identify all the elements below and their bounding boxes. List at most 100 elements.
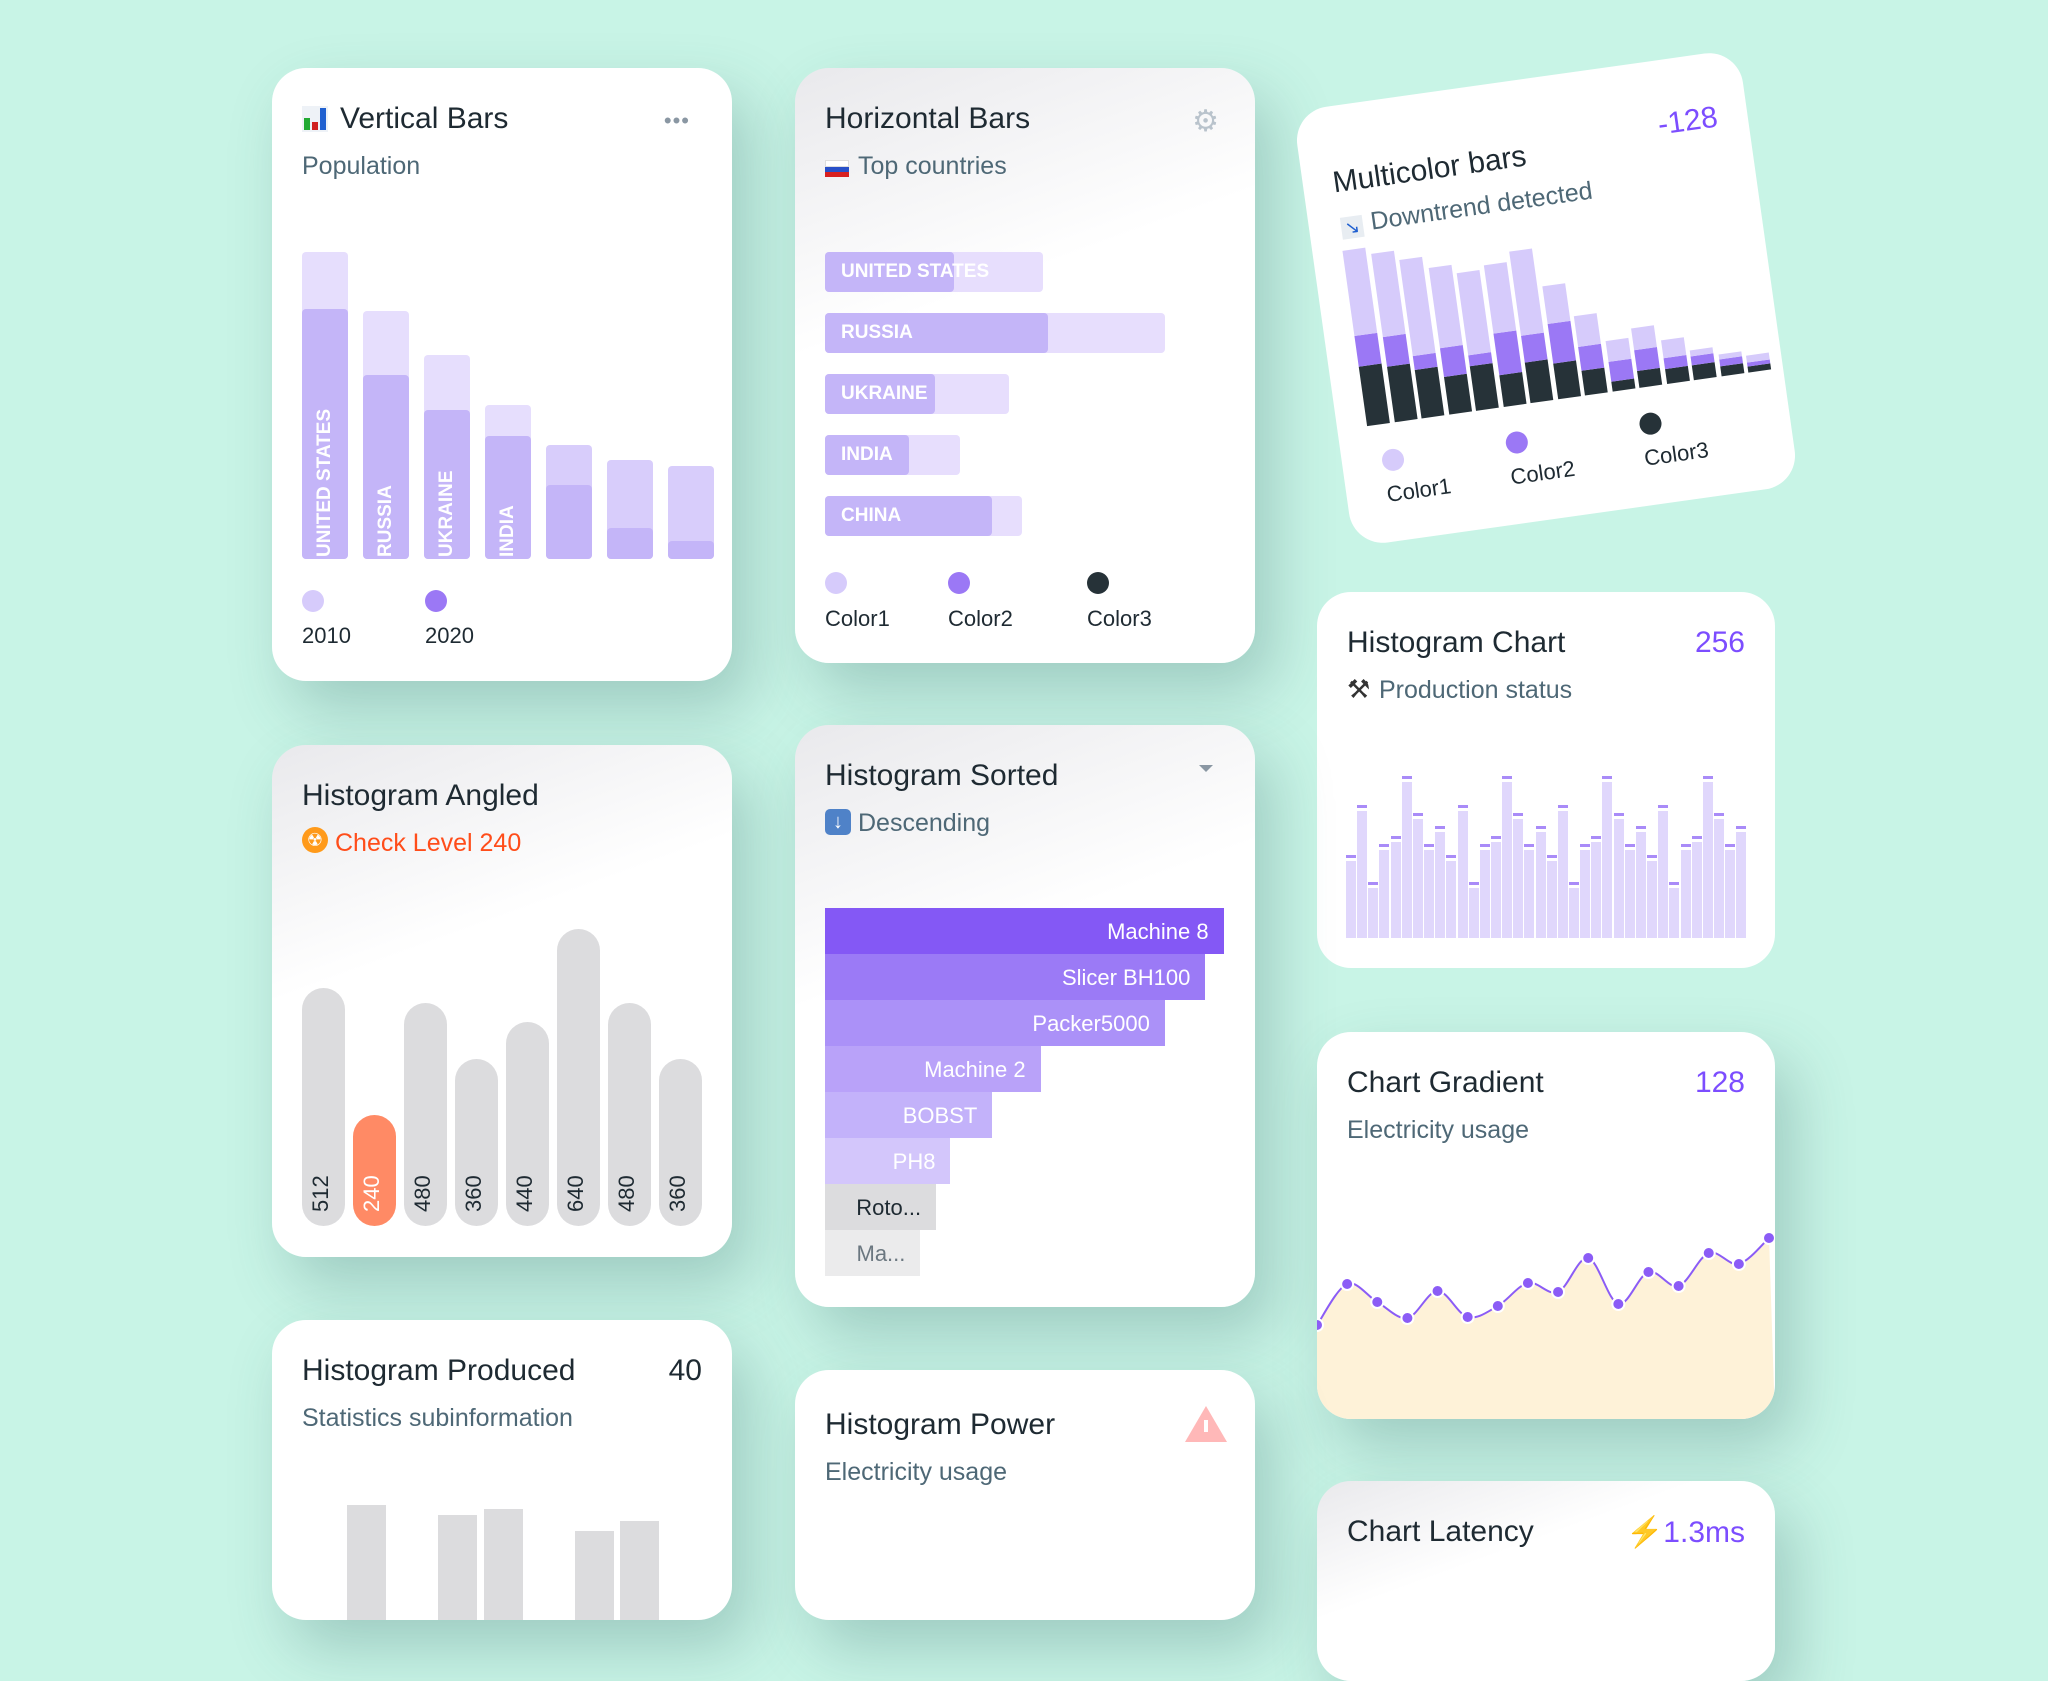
histogram-marker [1602,776,1613,779]
histogram-marker [1524,844,1535,847]
histogram-marker [1479,844,1490,847]
legend-dot [302,590,324,612]
sorted-bar: Roto... [825,1184,937,1230]
bar-label: UKRAINE [436,470,457,557]
russia-flag-icon [825,160,849,177]
radioactive-icon: ☢ [302,827,328,853]
histogram-marker [1613,813,1624,816]
stack-segment-color2 [1608,358,1634,382]
histogram-bar [1691,842,1702,938]
legend-label: Color2 [948,606,1013,631]
stack-segment-color3 [1581,367,1608,396]
card-histogram-power: Histogram Power Electricity usage [795,1370,1255,1620]
data-point [1581,1251,1596,1265]
chart-gradient-plot [1317,1231,1775,1419]
card-histogram-produced: Histogram Produced 40 Statistics subinfo… [272,1320,732,1620]
card-histogram-angled: Histogram Angled ☢ Check Level 240 512 24… [272,745,732,1257]
legend-dot [1638,411,1663,437]
sorted-bar-label: Slicer BH100 [1061,965,1191,990]
stack-segment-color2 [1634,347,1660,371]
sorted-bar-label: Packer5000 [1032,1011,1150,1036]
histogram-marker [1658,805,1669,808]
card-subtitle: Check Level 240 [335,829,522,857]
more-horizontal-icon[interactable]: ••• [663,108,690,133]
sorted-bar: BOBST [825,1092,993,1138]
data-point [1611,1297,1626,1311]
pill-label: 480 [410,1175,435,1212]
bar-foreground [825,435,909,475]
histogram-bar [1357,811,1368,938]
histogram-marker [1535,826,1546,829]
histogram-marker [1725,844,1736,847]
histogram-bar [1346,861,1356,938]
legend-dot [1380,447,1406,473]
histogram-sorted-plot: Machine 8 Slicer BH100 Packer5000 Machine 2… [795,725,1255,1307]
legend-label: Color3 [1642,436,1711,471]
bar-2020 [607,527,653,559]
bar-label: RUSSIA [841,322,913,343]
histogram-bar [1591,842,1602,938]
bar-label: UNITED STATES [841,261,990,282]
histogram-marker [1647,855,1658,858]
card-subtitle: Population [302,152,421,180]
histogram-bar [347,1504,386,1620]
legend-dot [948,572,970,594]
series-line [1317,1237,1770,1326]
card-value: 1.3ms [1663,1516,1745,1549]
vertical-bars-plot: UNITED STATES RUSSIA UKRAINE INDIA 2010 2020 [272,68,732,681]
stack-segment-color1 [1541,283,1570,325]
legend-label: 2010 [302,623,351,648]
legend-label: Color1 [1385,473,1453,507]
card-subtitle: Electricity usage [825,1458,1008,1486]
card-chart-latency: Chart Latency ⚡1.3ms [1317,1481,1775,1681]
histogram-marker [1502,776,1513,779]
lightning-icon: ⚡ [1625,1516,1664,1549]
histogram-marker [1379,844,1390,847]
pill-label: 360 [665,1175,690,1212]
bar-label: INDIA [841,444,893,465]
pill-label: 480 [614,1175,639,1212]
stack-segment-color1 [1631,325,1657,351]
card-histogram-sorted: Histogram Sorted ↓ Descending Machine 8 S… [795,725,1255,1307]
card-title: Histogram Chart [1347,626,1566,659]
card-title: Vertical Bars [340,102,509,135]
card-subtitle: Electricity usage [1347,1116,1530,1144]
warning-icon-mark [1204,1420,1208,1432]
stack-segment-color3 [1358,363,1390,427]
histogram-bar [1490,842,1501,938]
card-value: 128 [1694,1066,1745,1099]
stack-segment-color3 [1386,363,1418,423]
sorted-bar-label: Machine 8 [1107,919,1209,944]
histogram-angled-plot: 512 240 480 360 440 640 480 360 [272,745,732,1257]
histogram-bar [1546,861,1557,938]
histogram-bar [1401,782,1412,938]
down-arrow-icon: ↓ [825,809,851,835]
bar-2020 [424,410,470,559]
histogram-bar [1580,850,1591,938]
histogram-marker [1368,882,1379,885]
pill-label: 640 [563,1175,588,1212]
histogram-bar [1412,819,1423,938]
histogram-marker [1691,836,1702,839]
data-point [1400,1311,1415,1325]
pill-bar [557,929,600,1226]
card-title: Chart Latency [1347,1515,1534,1548]
histogram-bar [1457,811,1468,938]
bar-foreground [825,313,1049,353]
card-subtitle: Top countries [858,152,1007,180]
stack-segment-color3 [1552,360,1581,400]
data-point [1490,1299,1505,1313]
caret-down-icon[interactable] [1199,765,1213,772]
histogram-marker [1346,855,1356,858]
histogram-bar [1435,832,1446,938]
gear-icon[interactable]: ⚙ [1192,105,1219,138]
histogram-marker [1401,776,1412,779]
histogram-bar [1602,782,1613,938]
pill-bar [506,1021,549,1226]
histogram-bar [1535,832,1546,938]
multicolor-bars-plot: Color1 Color2 Color3 [1293,49,1800,547]
histogram-bar [1624,850,1635,938]
histogram-marker [1624,844,1635,847]
stack-segment-color3 [1691,362,1717,381]
bar-foreground [825,496,993,536]
